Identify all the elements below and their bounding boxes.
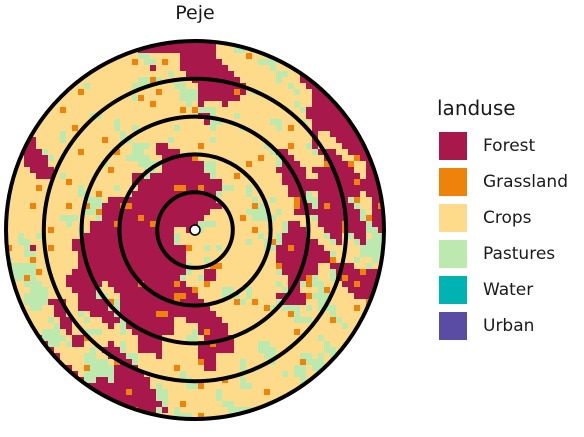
ring-4 bbox=[41, 76, 349, 384]
legend-item-grassland: Grassland bbox=[437, 164, 568, 200]
ring-3 bbox=[79, 114, 311, 346]
center-point bbox=[189, 224, 201, 236]
map-title: Peje bbox=[175, 2, 215, 24]
legend-swatch-pastures bbox=[437, 238, 469, 270]
legend-swatch-crops bbox=[437, 202, 469, 234]
legend-items: Forest Grassland Crops Pastures Water Ur… bbox=[437, 128, 568, 344]
legend-swatch-grassland bbox=[437, 166, 469, 198]
legend-item-forest: Forest bbox=[437, 128, 568, 164]
legend: landuse Forest Grassland Crops Pastures … bbox=[437, 96, 568, 344]
ring-1 bbox=[155, 190, 235, 270]
ring-2 bbox=[117, 152, 273, 308]
legend-swatch-urban bbox=[437, 310, 469, 342]
legend-label-water: Water bbox=[483, 280, 534, 300]
legend-swatch-water bbox=[437, 274, 469, 306]
distance-rings bbox=[4, 39, 386, 421]
legend-label-grassland: Grassland bbox=[483, 172, 568, 192]
legend-label-urban: Urban bbox=[483, 316, 535, 336]
legend-title: landuse bbox=[437, 96, 516, 120]
legend-item-crops: Crops bbox=[437, 200, 568, 236]
legend-item-water: Water bbox=[437, 272, 568, 308]
legend-label-crops: Crops bbox=[483, 208, 532, 228]
legend-label-pastures: Pastures bbox=[483, 244, 556, 264]
legend-swatch-forest bbox=[437, 130, 469, 162]
legend-label-forest: Forest bbox=[483, 136, 536, 156]
legend-item-pastures: Pastures bbox=[437, 236, 568, 272]
landuse-map bbox=[4, 39, 386, 421]
legend-item-urban: Urban bbox=[437, 308, 568, 344]
ring-5 bbox=[4, 39, 386, 421]
